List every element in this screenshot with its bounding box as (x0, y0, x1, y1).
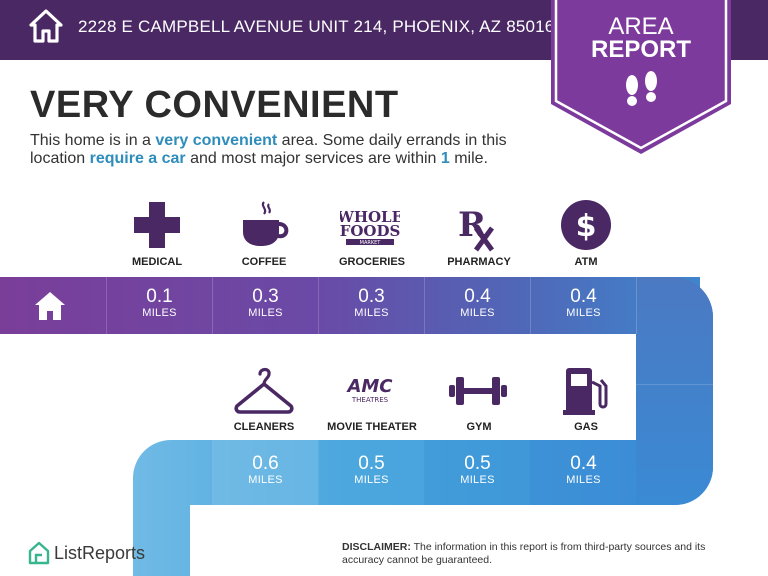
badge-line2: REPORT (590, 36, 691, 63)
listreports-logo-icon (28, 541, 50, 565)
gas-pump-icon (563, 368, 608, 415)
poi-label-gas: GAS (574, 421, 598, 433)
poi-label-cleaners: CLEANERS (233, 421, 295, 433)
distance-value: 0.5 (464, 453, 491, 474)
hanger-icon (234, 367, 294, 414)
distance-unit: MILES (460, 307, 495, 319)
area-report-badge (551, 0, 731, 154)
property-address: 2228 E CAMPBELL AVENUE UNIT 214, PHOENIX… (78, 17, 555, 36)
distance-cell-pharmacy: 0.4 MILES (424, 277, 531, 334)
svg-text:$: $ (576, 209, 597, 244)
dumbbell-icon (449, 377, 507, 405)
distance-cell-medical: 0.1 MILES (106, 277, 213, 334)
distance-cell-groceries: 0.3 MILES (318, 277, 425, 334)
distance-value: 0.1 (146, 286, 173, 307)
distance-unit: MILES (354, 307, 389, 319)
poi-label-movie-theater: MOVIE THEATER (327, 421, 417, 433)
distance-value: 0.4 (570, 286, 597, 307)
svg-text:MARKET: MARKET (360, 240, 382, 246)
distance-cell-gym: 0.5 MILES (424, 444, 531, 501)
distance-cell-movie-theater: 0.5 MILES (318, 444, 425, 501)
svg-text:AMC: AMC (345, 376, 393, 397)
distance-unit: MILES (248, 474, 283, 486)
whole-foods-logo-icon: WHOLE FOODS MARKET (340, 208, 400, 246)
svg-text:THEATRES: THEATRES (351, 396, 389, 404)
distance-unit: MILES (566, 474, 601, 486)
start-house-icon (35, 292, 65, 320)
distance-unit: MILES (460, 474, 495, 486)
poi-label-gym: GYM (466, 421, 492, 433)
distance-value: 0.4 (464, 286, 491, 307)
poi-label-coffee: COFFEE (241, 256, 287, 268)
distance-value: 0.5 (358, 453, 385, 474)
house-icon (29, 9, 63, 43)
poi-label-medical: MEDICAL (131, 256, 183, 268)
distance-value: 0.6 (252, 453, 279, 474)
coffee-cup-icon (243, 201, 289, 246)
distance-unit: MILES (142, 307, 177, 319)
rx-icon: R (458, 205, 495, 252)
poi-label-atm: ATM (574, 256, 598, 268)
poi-label-pharmacy: PHARMACY (447, 256, 511, 268)
poi-label-groceries: GROCERIES (338, 256, 405, 268)
brand-name: ListReports (54, 543, 146, 563)
distance-cell-coffee: 0.3 MILES (212, 277, 319, 334)
distance-cell-atm: 0.4 MILES (530, 277, 637, 334)
distance-cell-gas: 0.4 MILES (530, 444, 637, 501)
distance-value: 0.4 (570, 453, 597, 474)
distance-unit: MILES (354, 474, 389, 486)
distance-value: 0.3 (358, 286, 385, 307)
svg-text:WHOLE: WHOLE (340, 208, 400, 226)
dollar-icon: $ (561, 200, 611, 250)
disclaimer: DISCLAIMER: The information in this repo… (342, 541, 706, 566)
summary-text: This home is in a very convenient area. … (30, 132, 507, 167)
distance-cell-cleaners: 0.6 MILES (212, 444, 319, 501)
page-title: VERY CONVENIENT (30, 84, 399, 126)
distance-value: 0.3 (252, 286, 279, 307)
amc-logo-icon: AMC THEATRES (345, 376, 393, 404)
footsteps-icon (626, 71, 657, 106)
distance-unit: MILES (248, 307, 283, 319)
badge-line1: AREA (608, 13, 674, 40)
svg-text:FOODS: FOODS (340, 222, 400, 240)
distance-unit: MILES (566, 307, 601, 319)
medical-cross-icon (134, 202, 180, 248)
